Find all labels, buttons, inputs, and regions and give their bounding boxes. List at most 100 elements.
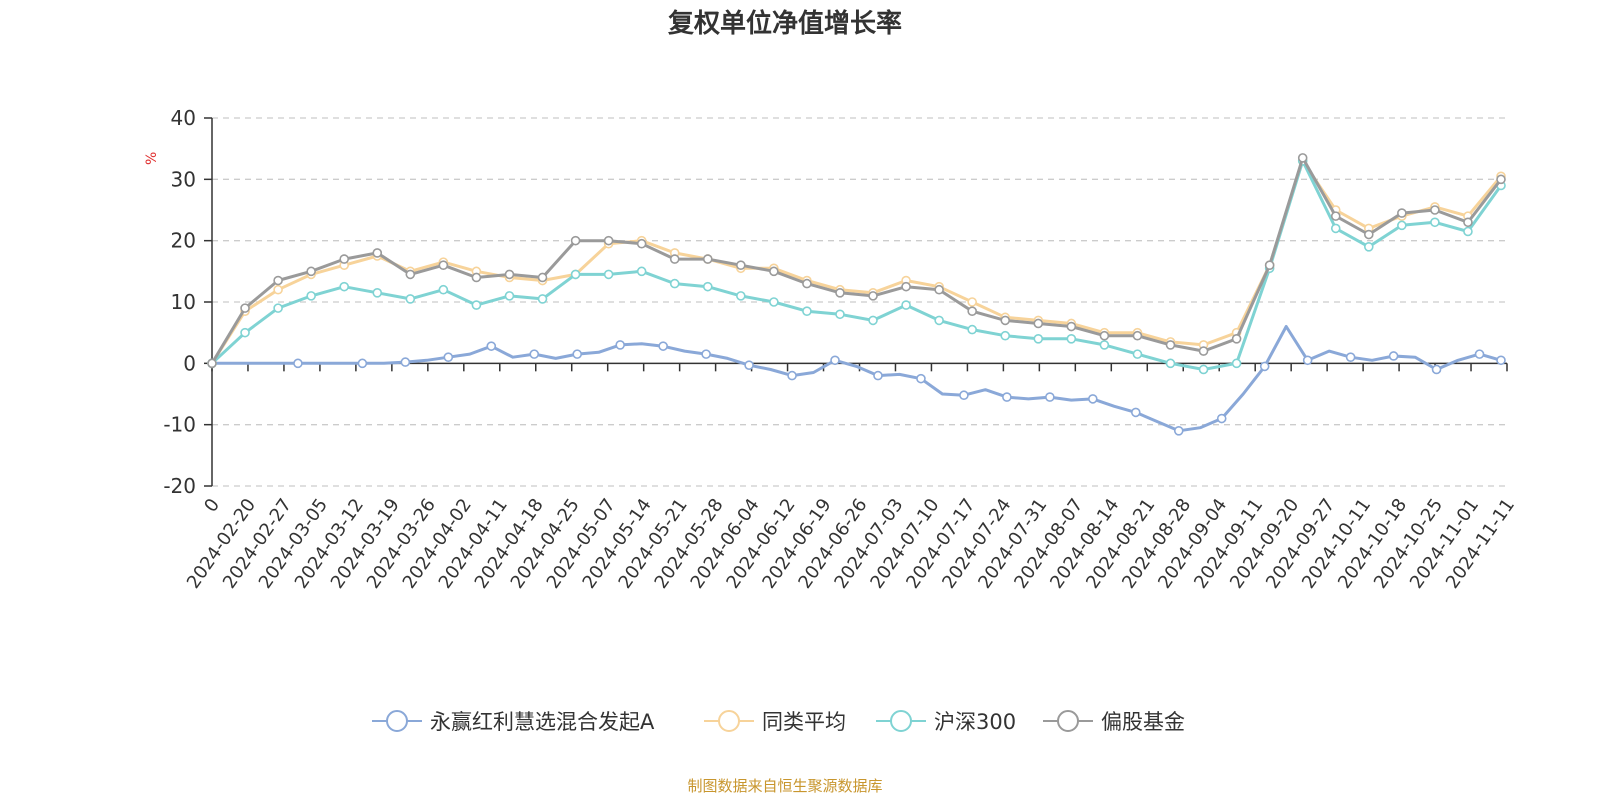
series-line [212, 325, 1502, 433]
data-point [1000, 315, 1011, 326]
y-tick-label: -10 [163, 413, 196, 437]
data-point [868, 315, 878, 326]
data-point [1045, 392, 1055, 402]
data-point [293, 358, 303, 369]
y-tick-label: 0 [183, 351, 196, 375]
data-point [901, 281, 911, 292]
data-point [1165, 358, 1176, 369]
data-point [1231, 333, 1242, 344]
data-point [916, 373, 926, 384]
data-point [787, 370, 797, 381]
data-point [603, 269, 614, 280]
legend-marker [718, 710, 740, 732]
data-point [1198, 364, 1209, 375]
data-point [1099, 330, 1110, 341]
data-point [701, 349, 711, 359]
data-point [835, 287, 845, 298]
data-point [240, 327, 250, 338]
data-point [1431, 364, 1442, 375]
y-tick-label: 20 [171, 229, 196, 253]
data-point [868, 291, 878, 301]
data-source-note: 制图数据来自恒生聚源数据库 [687, 777, 882, 795]
axes [211, 118, 1507, 486]
data-point [1345, 352, 1356, 363]
x-tick-label: 0 [200, 495, 224, 516]
data-point [504, 269, 515, 280]
data-point [372, 248, 383, 258]
data-point [769, 297, 779, 307]
data-point [570, 235, 581, 246]
data-point [1430, 205, 1440, 215]
data-point [901, 300, 911, 310]
data-point [1397, 220, 1407, 231]
data-point [615, 340, 625, 350]
legend-marker [386, 710, 408, 732]
data-point [1173, 425, 1184, 436]
data-point [1363, 229, 1374, 240]
data-point [802, 306, 812, 317]
data-point [702, 281, 713, 292]
data-point [339, 281, 350, 292]
data-point [1216, 413, 1227, 424]
data-point [306, 291, 316, 301]
data-point [636, 266, 647, 277]
data-point [873, 370, 883, 381]
data-point [306, 266, 316, 277]
data-point [669, 278, 680, 289]
series-lines [207, 153, 1506, 436]
data-point [504, 291, 515, 301]
data-point [273, 303, 283, 313]
data-point [1330, 223, 1341, 234]
data-point [669, 254, 680, 264]
chart-title: 复权单位净值增长率 [668, 8, 902, 39]
y-tick-label: -20 [163, 474, 196, 498]
data-point [240, 303, 250, 313]
data-point [405, 294, 416, 304]
data-point [1264, 260, 1275, 271]
data-point [273, 275, 283, 286]
data-point [537, 272, 548, 283]
data-point [1397, 208, 1407, 218]
data-point [744, 360, 754, 370]
data-point [438, 284, 449, 295]
legend-label: 永赢红利慧选混合发起A [430, 710, 655, 734]
data-point [658, 341, 668, 351]
data-point [1302, 355, 1313, 366]
data-point [1000, 330, 1011, 341]
data-point [1463, 226, 1473, 237]
data-point [529, 349, 540, 359]
data-point [372, 287, 383, 298]
data-point [537, 294, 548, 304]
y-tick-label: 10 [171, 290, 196, 314]
data-point [1259, 361, 1270, 372]
data-point [934, 315, 944, 326]
data-point [1033, 333, 1044, 344]
data-point [570, 269, 581, 280]
data-point [273, 284, 283, 295]
series-line [210, 156, 1503, 365]
data-point [802, 278, 812, 289]
data-point [967, 297, 977, 307]
data-point [1066, 321, 1077, 332]
legend-label: 偏股基金 [1101, 710, 1185, 734]
data-point [835, 309, 845, 320]
data-point [1363, 242, 1374, 252]
data-point [1496, 355, 1506, 366]
data-point [486, 341, 497, 351]
data-point [967, 306, 977, 317]
series-line [210, 159, 1503, 371]
data-point [1496, 174, 1506, 185]
series-line [210, 159, 1503, 365]
data-point [636, 238, 647, 249]
x-axis-ticks: 02024-02-202024-02-272024-03-052024-03-1… [183, 363, 1519, 593]
data-point [443, 352, 454, 363]
data-point [769, 266, 779, 277]
data-point [1231, 358, 1242, 369]
legend-marker [1057, 710, 1079, 732]
data-point [471, 300, 482, 310]
data-point [1130, 407, 1141, 418]
y-axis-unit: % [144, 152, 160, 165]
data-point [1474, 349, 1485, 359]
legend-label: 沪深300 [934, 710, 1016, 734]
data-point [1066, 333, 1077, 344]
